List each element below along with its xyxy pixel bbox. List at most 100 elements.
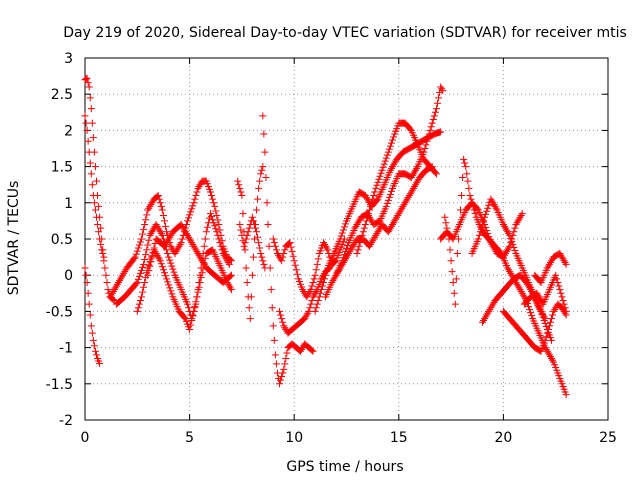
- data-point: [386, 142, 394, 150]
- data-point: [166, 233, 174, 241]
- data-point: [112, 282, 120, 290]
- data-point: [407, 188, 415, 196]
- data-point: [428, 163, 436, 171]
- data-point: [451, 300, 459, 308]
- data-point: [319, 239, 327, 247]
- data-point: [189, 312, 197, 320]
- data-point: [442, 219, 450, 227]
- data-point: [241, 239, 249, 247]
- data-point: [139, 230, 147, 238]
- data-point: [552, 271, 560, 279]
- data-point: [173, 246, 181, 254]
- data-point: [289, 252, 297, 260]
- data-point: [131, 253, 139, 261]
- data-point: [210, 199, 218, 207]
- y-tick-label: 0.5: [51, 232, 73, 248]
- data-point: [148, 199, 156, 207]
- data-point: [361, 221, 369, 229]
- data-point: [466, 192, 474, 200]
- data-point: [225, 282, 233, 290]
- data-point: [214, 231, 222, 239]
- data-point: [546, 353, 554, 361]
- data-point: [260, 130, 268, 138]
- data-point: [280, 365, 288, 373]
- data-point: [195, 283, 203, 291]
- data-point: [255, 184, 263, 192]
- data-point: [176, 240, 184, 248]
- data-point: [448, 268, 456, 276]
- data-point: [256, 244, 264, 252]
- data-point: [154, 224, 162, 232]
- data-point: [500, 222, 508, 230]
- data-point: [224, 280, 232, 288]
- data-point: [182, 230, 190, 238]
- data-point: [84, 137, 92, 145]
- data-point: [478, 318, 486, 326]
- data-point: [243, 278, 251, 286]
- data-point: [135, 241, 143, 249]
- data-point: [558, 293, 566, 301]
- data-point: [245, 224, 253, 232]
- data-point: [254, 233, 262, 241]
- data-point: [136, 297, 144, 305]
- data-point: [158, 206, 166, 214]
- data-point: [93, 177, 101, 185]
- data-point: [544, 326, 552, 333]
- data-point: [486, 306, 494, 314]
- data-point: [350, 240, 358, 248]
- data-point: [188, 316, 196, 324]
- data-point: [136, 238, 144, 246]
- data-point: [395, 210, 403, 218]
- data-point: [505, 230, 513, 238]
- data-point: [170, 268, 178, 276]
- data-point: [336, 235, 344, 243]
- data-point: [194, 249, 202, 257]
- data-point: [489, 242, 497, 250]
- data-point: [118, 273, 126, 281]
- data-point: [478, 221, 486, 229]
- x-tick-label: 15: [390, 430, 408, 446]
- data-point: [471, 210, 479, 218]
- data-point: [328, 278, 336, 286]
- data-point: [545, 322, 553, 330]
- data-point: [146, 231, 154, 239]
- data-point: [346, 248, 354, 256]
- data-point: [408, 172, 416, 180]
- data-point: [196, 253, 204, 261]
- data-point: [503, 248, 511, 256]
- data-point: [165, 281, 173, 289]
- data-point: [140, 225, 148, 233]
- data-point: [413, 164, 421, 172]
- data-point: [90, 342, 98, 350]
- data-point: [349, 242, 357, 250]
- data-point: [198, 257, 206, 265]
- data-point: [81, 264, 89, 272]
- data-point: [307, 300, 315, 308]
- data-point: [117, 275, 125, 283]
- data-point: [518, 289, 526, 297]
- data-point: [266, 264, 274, 272]
- data-point: [522, 278, 530, 286]
- data-point: [250, 221, 258, 229]
- data-point: [507, 234, 515, 242]
- data-point: [559, 255, 567, 263]
- data-point: [194, 288, 202, 296]
- data-point: [237, 188, 245, 196]
- data-point: [462, 163, 470, 171]
- data-point: [548, 354, 556, 362]
- data-point: [426, 126, 434, 134]
- data-point: [86, 311, 94, 319]
- data-point: [179, 224, 187, 232]
- data-point: [503, 226, 511, 234]
- data-point: [312, 304, 320, 312]
- data-point: [196, 278, 204, 286]
- data-point: [186, 211, 194, 219]
- data-point: [553, 275, 561, 283]
- data-point: [518, 210, 526, 218]
- data-point: [147, 201, 155, 209]
- data-point: [212, 225, 220, 233]
- data-point: [323, 268, 331, 276]
- data-point: [413, 179, 421, 187]
- data-point: [153, 222, 161, 230]
- data-point: [213, 228, 221, 236]
